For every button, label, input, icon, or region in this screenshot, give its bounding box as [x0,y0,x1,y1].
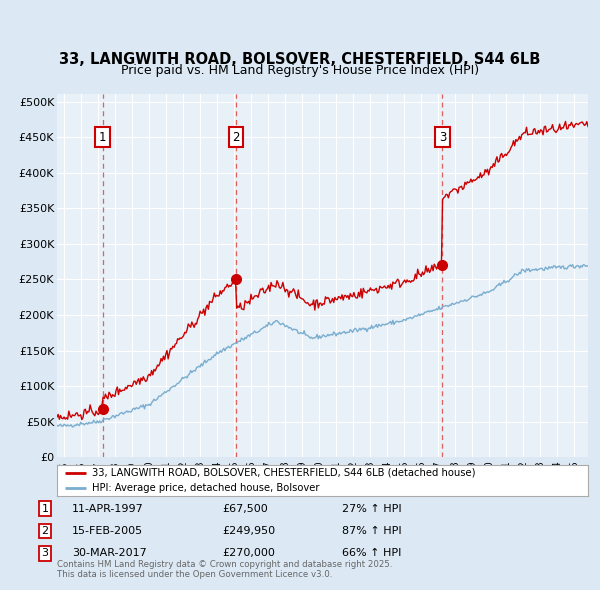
Text: 87% ↑ HPI: 87% ↑ HPI [342,526,401,536]
Text: 2: 2 [41,526,49,536]
Text: 27% ↑ HPI: 27% ↑ HPI [342,504,401,513]
Text: 33, LANGWITH ROAD, BOLSOVER, CHESTERFIELD, S44 6LB (detached house): 33, LANGWITH ROAD, BOLSOVER, CHESTERFIEL… [92,468,475,477]
Text: 33, LANGWITH ROAD, BOLSOVER, CHESTERFIELD, S44 6LB: 33, LANGWITH ROAD, BOLSOVER, CHESTERFIEL… [59,51,541,67]
Text: 11-APR-1997: 11-APR-1997 [72,504,144,513]
Text: 2: 2 [232,130,240,143]
Text: 1: 1 [99,130,106,143]
Text: 3: 3 [439,130,446,143]
Text: Contains HM Land Registry data © Crown copyright and database right 2025.
This d: Contains HM Land Registry data © Crown c… [57,560,392,579]
Text: 3: 3 [41,549,49,558]
Text: 1: 1 [41,504,49,513]
Text: £249,950: £249,950 [222,526,275,536]
Text: HPI: Average price, detached house, Bolsover: HPI: Average price, detached house, Bols… [92,483,319,493]
Text: £270,000: £270,000 [222,549,275,558]
Text: £67,500: £67,500 [222,504,268,513]
Text: 15-FEB-2005: 15-FEB-2005 [72,526,143,536]
Text: Price paid vs. HM Land Registry's House Price Index (HPI): Price paid vs. HM Land Registry's House … [121,64,479,77]
Text: 30-MAR-2017: 30-MAR-2017 [72,549,147,558]
Text: 66% ↑ HPI: 66% ↑ HPI [342,549,401,558]
